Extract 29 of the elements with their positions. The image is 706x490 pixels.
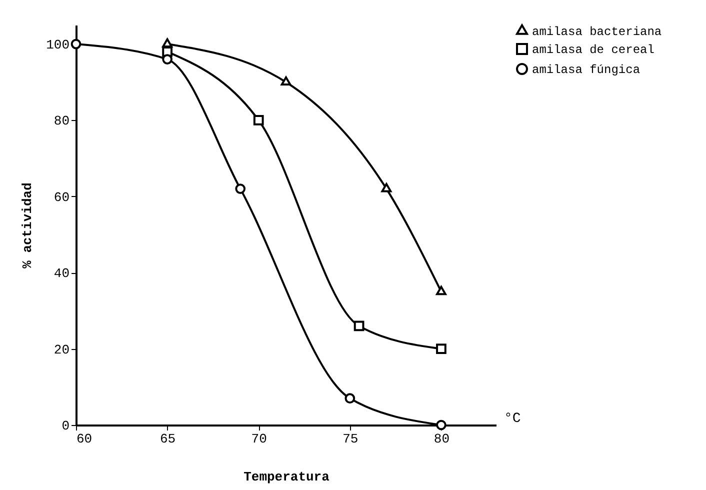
point xyxy=(253,115,264,126)
y-tick-label: 40 xyxy=(54,266,70,282)
point xyxy=(162,38,172,48)
x-tick-label: 75 xyxy=(342,432,358,446)
text: °C xyxy=(504,411,521,427)
y-tick-label: 80 xyxy=(54,114,70,129)
x-tick-label: 70 xyxy=(251,432,267,446)
y-axis-title: % actividad xyxy=(20,182,36,268)
point xyxy=(344,393,356,404)
point xyxy=(70,38,82,50)
point xyxy=(436,344,446,354)
y-tick-label: 0 xyxy=(62,418,70,434)
y-tick-label: 20 xyxy=(54,342,70,358)
point xyxy=(235,184,246,194)
x-tick-label: 60 xyxy=(76,432,92,446)
point xyxy=(280,76,292,86)
point xyxy=(436,286,446,296)
point xyxy=(354,320,364,332)
x-tick-label: 65 xyxy=(160,432,176,446)
legend-label: amilasa bacteriana xyxy=(532,25,662,39)
point xyxy=(436,420,446,430)
y-tick-label: 60 xyxy=(54,190,70,205)
legend-label: amilasa de cereal xyxy=(532,43,654,57)
point xyxy=(162,54,172,64)
x-axis-title: Temperatura xyxy=(244,470,330,484)
x-tick-label: 80 xyxy=(434,432,450,446)
legend-label: amilasa fúngica xyxy=(532,63,640,77)
point xyxy=(381,182,392,192)
y-tick-label: 100 xyxy=(46,38,70,53)
